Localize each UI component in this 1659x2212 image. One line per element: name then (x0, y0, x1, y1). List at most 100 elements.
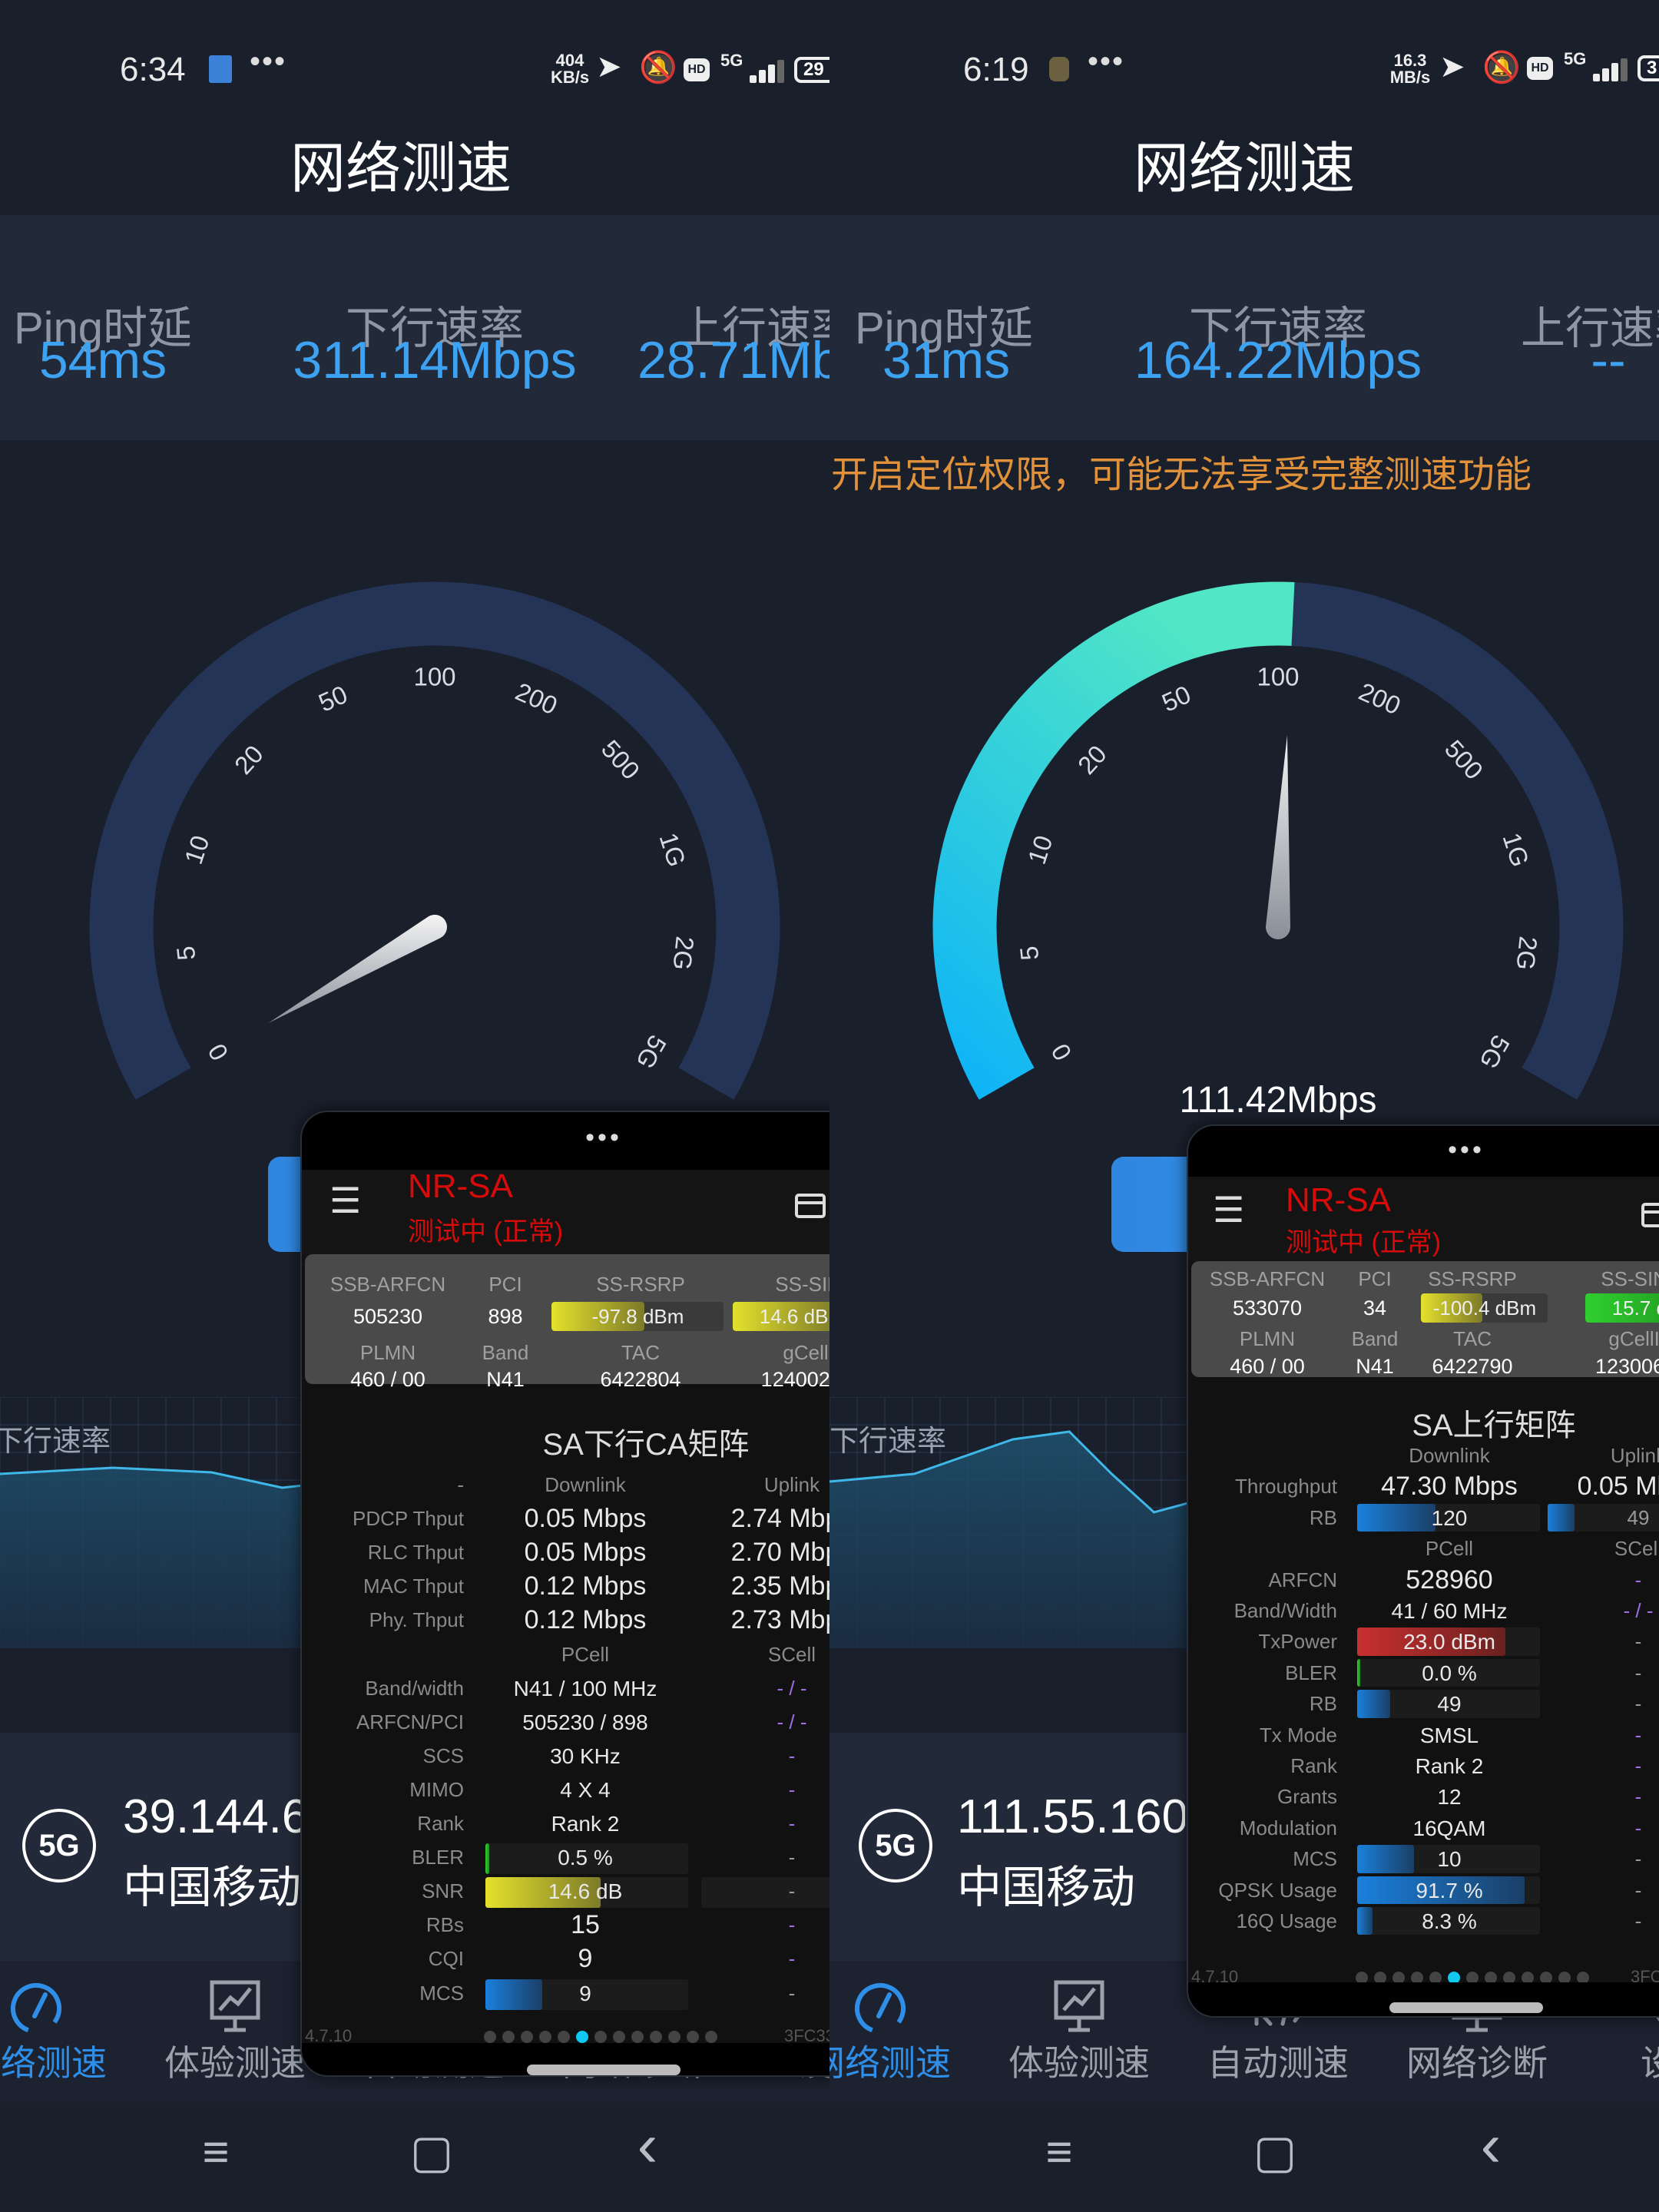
row-label: ARFCN/PCI (356, 1710, 464, 1734)
ssb-label: SSB-ARFCN (329, 1273, 446, 1296)
page-dot[interactable] (1429, 1972, 1442, 1984)
row-label: Band/Width (1233, 1599, 1337, 1622)
more-notifications-icon: ••• (250, 45, 287, 78)
current-speed: 111.42Mbps (1179, 1080, 1377, 1121)
page-dot[interactable] (1485, 1972, 1497, 1984)
page-dot[interactable] (558, 2031, 570, 2043)
page-dot[interactable] (1558, 1972, 1571, 1984)
band-value: N41 (486, 1368, 525, 1391)
row-value: Downlink (545, 1473, 626, 1496)
row-label: Rank (1290, 1754, 1337, 1777)
nav-tab-1[interactable]: 体验测速 (987, 1961, 1171, 2102)
page-dot[interactable] (1522, 1972, 1534, 1984)
row-value: 14.6 dB (548, 1879, 623, 1904)
home-button[interactable]: ▢ (1253, 2126, 1297, 2177)
pci-label: PCI (488, 1273, 522, 1296)
page-dot[interactable] (521, 2031, 533, 2043)
row-secondary-value: 2.70 Mbps (730, 1538, 830, 1568)
right-screenshot: 6:19 ••• 16.3 MB/s ➤ 🔕 HD 5G 3 网络测速 Ping时… (830, 0, 1659, 2212)
gcell-value: 1240027 / 1 (760, 1368, 830, 1391)
page-dot[interactable] (1540, 1972, 1552, 1984)
home-button[interactable]: ▢ (409, 2126, 454, 2177)
speed-gauge: 0 5 10 20 50 100 200 500 1G 2G 5G (932, 581, 1624, 1100)
card-view-icon[interactable] (1641, 1203, 1659, 1227)
page-dot[interactable] (594, 2031, 607, 2043)
page-dot[interactable] (502, 2031, 515, 2043)
page-dot[interactable] (650, 2031, 662, 2043)
monitor-chart-icon (210, 1980, 260, 2032)
page-dot[interactable] (687, 2031, 699, 2043)
row-value: 91.7 % (1416, 1878, 1483, 1902)
pci-value: 34 (1363, 1296, 1387, 1320)
page-dot[interactable] (1448, 1972, 1460, 1984)
row-value: 23.0 dBm (1403, 1630, 1495, 1654)
window-drag-handle[interactable] (1389, 2002, 1543, 2013)
5g-badge-icon: 5G (22, 1809, 96, 1883)
rsrp-label: SS-RSRP (1428, 1267, 1517, 1290)
row-value: 0.5 % (558, 1846, 613, 1870)
row-secondary-value: Uplink (763, 1473, 820, 1496)
floating-window-network-monitor[interactable]: ••• ☰ NR-SA 测试中 (正常) SSB-ARFCN 505230 PCI 898 SS… (300, 1111, 830, 2077)
card-view-icon[interactable] (795, 1194, 826, 1218)
row-secondary-value: Uplink (1610, 1444, 1659, 1467)
sinr-bar-fill (732, 1302, 830, 1331)
hamburger-menu-icon[interactable]: ☰ (1213, 1190, 1245, 1230)
speed-gauge: 0 5 10 20 50 100 200 500 1G 2G 5G (89, 581, 780, 1100)
hamburger-menu-icon[interactable]: ☰ (329, 1181, 362, 1220)
page-dot[interactable] (705, 2031, 717, 2043)
window-menu-dots-icon[interactable]: ••• (1448, 1135, 1485, 1164)
page-dot[interactable] (1503, 1972, 1515, 1984)
upload-label: 上行速率 (1521, 303, 1659, 353)
row-value: 9 (578, 1944, 593, 1974)
nav-tab-0[interactable]: 网络测速 (0, 1961, 128, 2102)
row-label: - (457, 1473, 464, 1496)
floating-window-network-monitor[interactable]: ••• ☰ NR-SA 测试中 (正常) SSB-ARFCN 533070 PCI 34 SS-… (1187, 1124, 1659, 2018)
gcell-label: gCellID (1608, 1327, 1659, 1350)
back-button[interactable]: ‹ (1480, 2111, 1502, 2179)
window-drag-handle[interactable] (527, 2065, 680, 2075)
speedometer-icon (11, 1983, 61, 2034)
location-icon: ➤ (1439, 50, 1465, 84)
row-secondary-value: 2.35 Mbps (730, 1571, 830, 1601)
5g-badge-icon: 5G (859, 1809, 932, 1883)
page-dot[interactable] (631, 2031, 644, 2043)
value-bar-fill (1357, 1845, 1414, 1873)
page-dot[interactable] (1577, 1972, 1589, 1984)
recents-button[interactable]: ≡ (202, 2126, 230, 2177)
nav-tab-3[interactable]: 网络诊断 (1385, 1961, 1569, 2102)
window-titlebar[interactable]: ••• (302, 1112, 830, 1170)
page-dot[interactable] (576, 2031, 588, 2043)
page-dot[interactable] (613, 2031, 625, 2043)
network-type: 5G (1564, 49, 1587, 68)
page-dot[interactable] (1374, 1972, 1386, 1984)
upload-value: -- (1591, 331, 1626, 389)
page-dot[interactable] (1392, 1972, 1405, 1984)
row-value: 528960 (1406, 1565, 1493, 1594)
page-dot[interactable] (1466, 1972, 1479, 1984)
cell-info-panel: SSB-ARFCN 533070 PCI 34 SS-RSRP SS-SINR PLMN 46… (1191, 1261, 1659, 1378)
location-permission-warning[interactable]: 开启定位权限，可能无法享受完整测速功能 (831, 455, 1532, 495)
more-notifications-icon: ••• (1088, 45, 1125, 78)
page-dot[interactable] (1356, 1972, 1368, 1984)
page-dot[interactable] (1411, 1972, 1423, 1984)
monitor-chart-icon (1054, 1980, 1104, 2032)
download-value: 164.22Mbps (1134, 331, 1422, 389)
gauge-fill (932, 581, 1295, 1100)
page-dot[interactable] (668, 2031, 680, 2043)
back-button[interactable]: ‹ (637, 2111, 658, 2179)
row-value: Rank 2 (1415, 1754, 1484, 1778)
nav-tab-0[interactable]: 网络测速 (830, 1961, 972, 2102)
matrix-title: SA下行CA矩阵 (542, 1428, 750, 1462)
test-status: 测试中 (正常) (408, 1217, 564, 1247)
recents-button[interactable]: ≡ (1045, 2126, 1073, 2177)
battery-icon: 3 (1637, 55, 1659, 81)
gauge-tick-label: 0 (1045, 1039, 1077, 1065)
nav-tab-1[interactable]: 体验测速 (143, 1961, 327, 2102)
window-menu-dots-icon[interactable]: ••• (585, 1123, 622, 1152)
page-dot[interactable] (484, 2031, 496, 2043)
row-secondary-value: - / - (777, 1710, 807, 1734)
window-titlebar[interactable]: ••• (1188, 1126, 1659, 1177)
page-dot[interactable] (539, 2031, 551, 2043)
value-bar-fill (1357, 1690, 1390, 1718)
ssb-value: 533070 (1232, 1296, 1303, 1320)
